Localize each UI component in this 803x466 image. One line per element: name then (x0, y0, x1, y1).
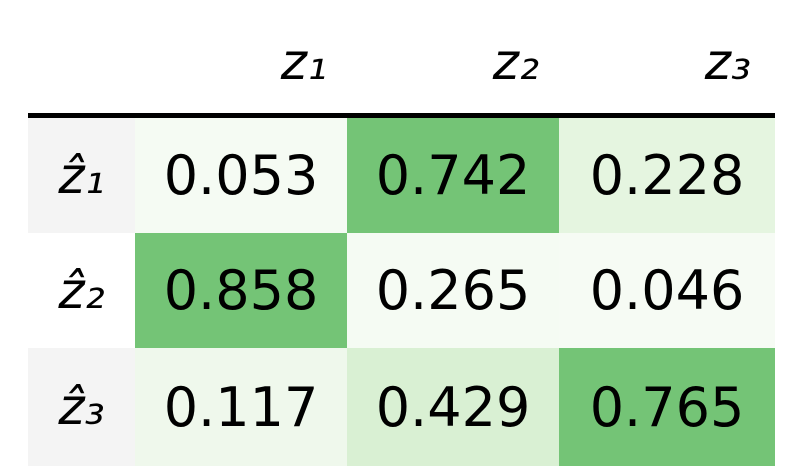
column-header: z₃ (704, 33, 751, 91)
cell: 0.053 (135, 118, 347, 233)
header-rule (28, 113, 775, 118)
row-label: ẑ₂ (28, 233, 135, 348)
cell: 0.429 (347, 348, 559, 466)
cell: 0.228 (559, 118, 775, 233)
column-header: z₁ (280, 33, 327, 91)
cell: 0.858 (135, 233, 347, 348)
row-label: ẑ₁ (28, 118, 135, 233)
cell: 0.765 (559, 348, 775, 466)
cell: 0.265 (347, 233, 559, 348)
cell: 0.046 (559, 233, 775, 348)
column-header: z₂ (492, 33, 539, 91)
cell: 0.117 (135, 348, 347, 466)
row-label: ẑ₃ (28, 348, 135, 466)
cell: 0.742 (347, 118, 559, 233)
